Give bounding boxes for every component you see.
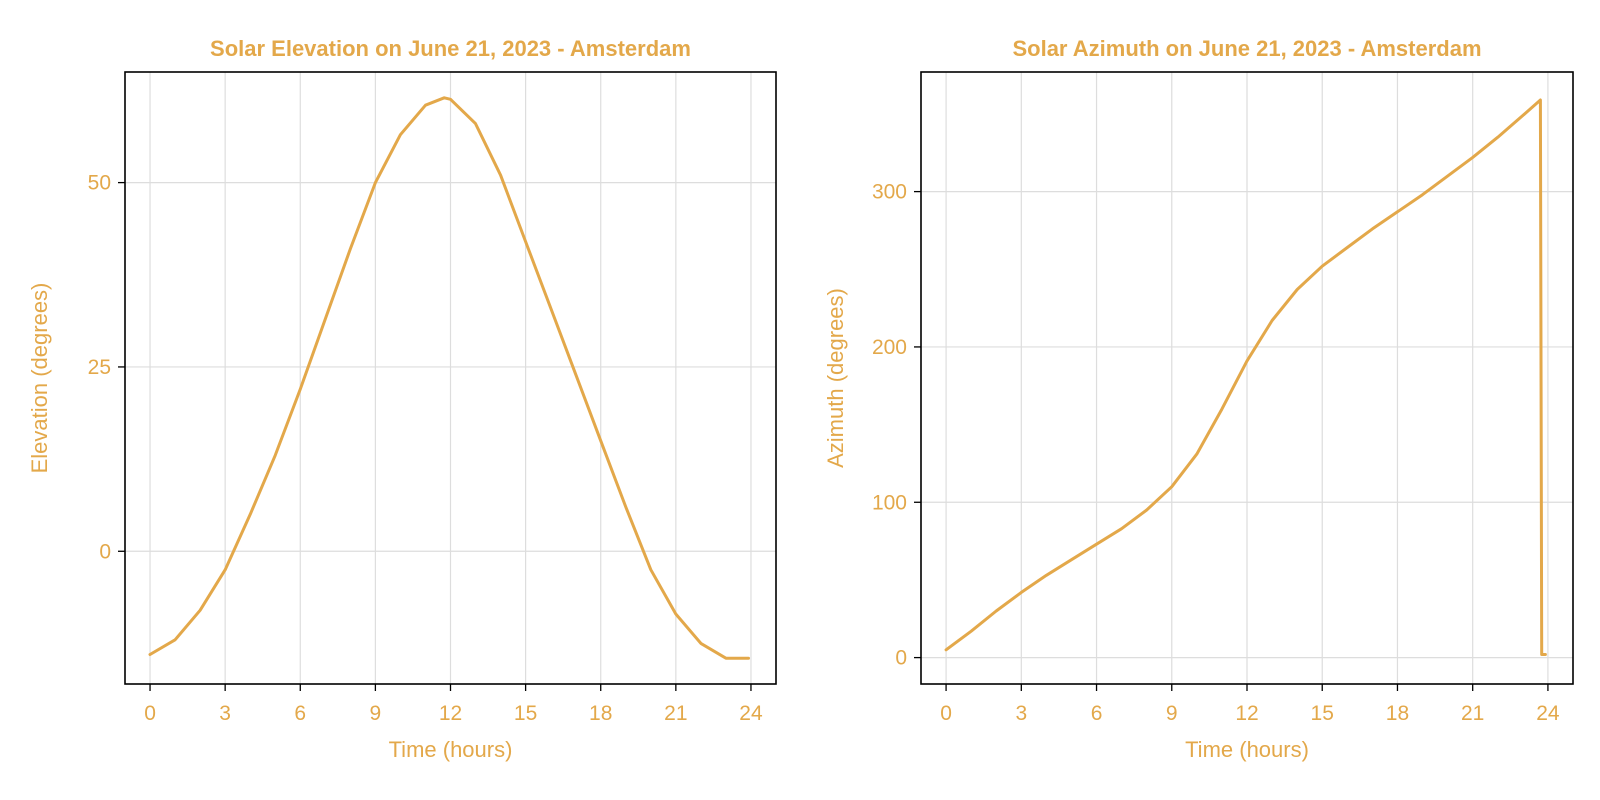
elevation-series-line: [148, 96, 750, 660]
x-tick-label: 24: [1536, 702, 1560, 725]
x-axis-label: Time (hours): [389, 737, 513, 762]
azimuth-series-line: [944, 98, 1547, 656]
y-tick-label: 100: [872, 491, 907, 514]
x-tick-label: 18: [1386, 702, 1409, 725]
x-tick-label: 18: [589, 702, 612, 725]
y-tick-label: 0: [99, 540, 111, 563]
y-tick-label: 25: [88, 356, 111, 379]
y-tick-label: 300: [872, 181, 907, 204]
elevation-chart: 0 3 6 9 12 15 18 21 24 0 25 50 Solar Elevation on Ju…: [27, 36, 777, 762]
x-tick-label: 0: [144, 702, 156, 725]
x-tick-label: 12: [1235, 702, 1258, 725]
x-tick-label: 24: [739, 702, 763, 725]
x-tick-label: 15: [514, 702, 537, 725]
x-tick-label: 21: [1461, 702, 1484, 725]
x-tick-label: 12: [439, 702, 462, 725]
x-tick-label: 6: [294, 702, 306, 725]
y-tick-label: 200: [872, 336, 907, 359]
x-tick-label: 9: [370, 702, 382, 725]
x-tick-label: 3: [1015, 702, 1027, 725]
azimuth-chart-title: Solar Azimuth on June 21, 2023 - Amsterd…: [1012, 36, 1481, 61]
x-tick-label: 0: [940, 702, 952, 725]
x-tick-label: 6: [1091, 702, 1103, 725]
x-tick-label: 21: [664, 702, 687, 725]
x-tick-label: 15: [1311, 702, 1334, 725]
y-tick-label: 50: [88, 172, 111, 195]
x-tick-label: 9: [1166, 702, 1178, 725]
y-axis-label: Elevation (degrees): [27, 283, 52, 474]
azimuth-chart: 0 3 6 9 12 15 18 21 24 0 100 200 300 Solar Azimuth on…: [823, 36, 1574, 762]
y-axis-label: Azimuth (degrees): [823, 288, 848, 468]
elevation-chart-title: Solar Elevation on June 21, 2023 - Amste…: [210, 36, 691, 61]
x-axis-label: Time (hours): [1185, 737, 1309, 762]
y-tick-label: 0: [895, 647, 907, 670]
x-tick-label: 3: [219, 702, 231, 725]
